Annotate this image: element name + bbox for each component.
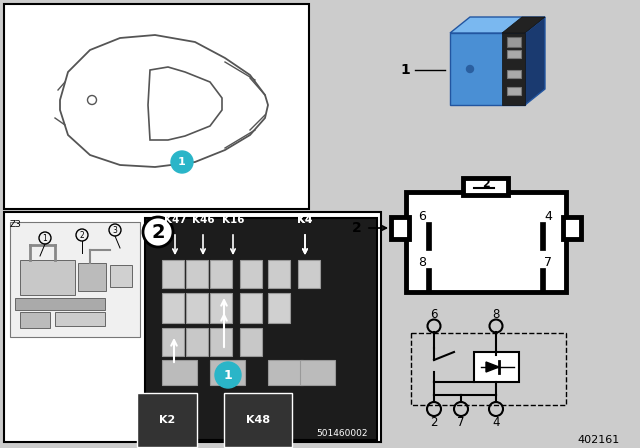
- Bar: [268, 360, 303, 385]
- Bar: [186, 260, 208, 288]
- Bar: [502, 33, 525, 105]
- Text: 1: 1: [223, 369, 232, 382]
- Polygon shape: [450, 17, 545, 33]
- Bar: [78, 263, 106, 291]
- Text: 2: 2: [482, 179, 490, 189]
- Bar: [240, 260, 262, 288]
- Text: 6: 6: [430, 307, 438, 320]
- Polygon shape: [502, 17, 545, 33]
- Bar: [507, 50, 521, 58]
- Polygon shape: [450, 33, 525, 105]
- Polygon shape: [525, 17, 545, 105]
- Bar: [4, 4, 309, 209]
- Bar: [15, 298, 105, 310]
- Bar: [268, 260, 290, 288]
- Text: 402161: 402161: [578, 435, 620, 445]
- Bar: [145, 218, 377, 440]
- Bar: [20, 312, 50, 328]
- Bar: [20, 260, 75, 295]
- Bar: [406, 192, 566, 292]
- Bar: [4, 212, 381, 442]
- Bar: [563, 217, 581, 239]
- Bar: [162, 328, 184, 356]
- Bar: [298, 260, 320, 288]
- Bar: [210, 293, 232, 323]
- Bar: [507, 70, 521, 78]
- Text: 2: 2: [79, 231, 84, 240]
- Bar: [240, 293, 262, 323]
- Text: 3: 3: [113, 225, 117, 234]
- Bar: [55, 312, 105, 326]
- Text: 4: 4: [492, 415, 500, 428]
- Bar: [10, 222, 140, 337]
- Bar: [463, 178, 508, 195]
- Text: 8: 8: [418, 255, 426, 268]
- Bar: [474, 352, 519, 382]
- Text: 7: 7: [457, 415, 465, 428]
- Polygon shape: [486, 362, 499, 372]
- Text: 1: 1: [178, 157, 186, 167]
- Text: K4: K4: [298, 215, 313, 225]
- Circle shape: [215, 362, 241, 388]
- Bar: [210, 328, 232, 356]
- Circle shape: [467, 65, 474, 73]
- Text: 1: 1: [43, 233, 47, 242]
- Bar: [210, 260, 232, 288]
- Bar: [540, 222, 545, 250]
- Text: 8: 8: [492, 307, 500, 320]
- Text: 2: 2: [151, 223, 165, 241]
- Text: K46: K46: [192, 215, 214, 225]
- Text: 7: 7: [544, 255, 552, 268]
- Text: 501460002: 501460002: [317, 428, 368, 438]
- Bar: [268, 293, 290, 323]
- Bar: [240, 328, 262, 356]
- Bar: [426, 222, 431, 250]
- Text: K4: K4: [298, 215, 313, 225]
- Circle shape: [143, 217, 173, 247]
- Text: 2: 2: [430, 415, 438, 428]
- Bar: [162, 293, 184, 323]
- Bar: [162, 260, 184, 288]
- Bar: [507, 87, 521, 95]
- Text: Z3: Z3: [10, 220, 22, 229]
- Text: K16: K16: [221, 215, 244, 225]
- Bar: [507, 37, 521, 47]
- Bar: [300, 360, 335, 385]
- Bar: [186, 293, 208, 323]
- Text: 6: 6: [418, 210, 426, 223]
- Text: 4: 4: [544, 210, 552, 223]
- Bar: [426, 268, 431, 290]
- Text: K48: K48: [246, 415, 270, 425]
- Text: 2: 2: [352, 221, 362, 235]
- Bar: [210, 360, 245, 385]
- Circle shape: [171, 151, 193, 173]
- Text: K2: K2: [159, 415, 175, 425]
- Bar: [162, 360, 197, 385]
- Bar: [391, 217, 409, 239]
- Bar: [110, 265, 132, 287]
- Text: K47: K47: [164, 215, 186, 225]
- Bar: [540, 268, 545, 290]
- Bar: [411, 333, 566, 405]
- Bar: [186, 328, 208, 356]
- Text: 1: 1: [400, 63, 410, 77]
